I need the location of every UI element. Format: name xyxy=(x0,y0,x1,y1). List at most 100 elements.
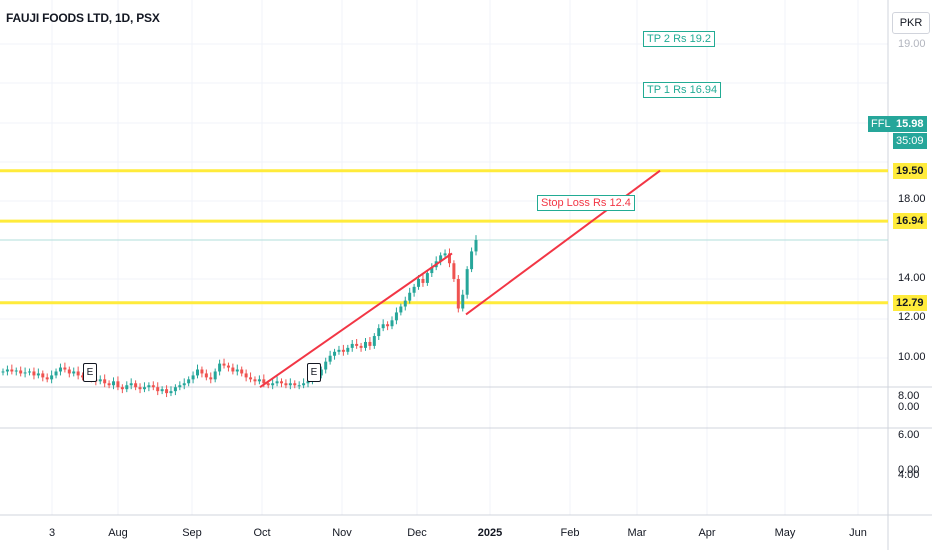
candle xyxy=(337,349,341,352)
candle xyxy=(147,385,151,388)
candle xyxy=(279,381,283,384)
candle xyxy=(116,381,120,388)
candle xyxy=(200,369,204,374)
candle xyxy=(386,324,390,327)
candle xyxy=(32,371,36,376)
candle xyxy=(430,267,434,274)
candle xyxy=(81,375,85,378)
last-price-countdown: 35:09 xyxy=(893,133,927,149)
earnings-marker[interactable]: E xyxy=(307,363,321,382)
candle xyxy=(275,381,279,384)
candle xyxy=(204,373,208,378)
candle xyxy=(293,383,297,386)
candle xyxy=(328,355,332,362)
candle xyxy=(372,336,376,346)
candle xyxy=(125,385,129,390)
stop-loss-annotation[interactable]: Stop Loss Rs 12.4 xyxy=(537,195,635,211)
candle xyxy=(142,387,146,390)
time-axis-tick: Aug xyxy=(108,527,128,539)
candle xyxy=(474,240,478,252)
candle xyxy=(443,253,447,256)
candle xyxy=(408,292,412,301)
candle xyxy=(399,306,403,313)
candle xyxy=(461,294,465,309)
candle xyxy=(249,377,253,380)
time-axis-tick: Nov xyxy=(332,527,352,539)
price-axis-tick: 4.00 xyxy=(898,468,920,481)
indicator-axis-tick: 0.00 xyxy=(898,401,920,413)
candle xyxy=(28,371,32,373)
candle xyxy=(222,363,226,366)
candle xyxy=(231,367,235,372)
price-axis-tick: 8.00 xyxy=(898,390,920,403)
candle xyxy=(173,387,177,392)
currency-button[interactable]: PKR xyxy=(892,12,930,34)
level-price-tag: 19.50 xyxy=(893,162,927,179)
candle xyxy=(107,383,111,386)
candle xyxy=(103,379,107,384)
candle xyxy=(178,385,182,388)
time-axis-tick: 2025 xyxy=(477,527,503,539)
candle xyxy=(266,383,270,386)
candle xyxy=(191,375,195,380)
trend-line xyxy=(465,169,661,316)
candle xyxy=(447,253,451,264)
time-axis-tick: Dec xyxy=(407,527,427,539)
candle xyxy=(67,369,71,374)
price-axis-tick: 18.00 xyxy=(898,193,926,206)
candle xyxy=(134,383,138,388)
candle xyxy=(302,383,306,386)
trend-line xyxy=(259,252,453,389)
price-axis-tick: 12.00 xyxy=(898,311,926,324)
candle xyxy=(368,341,372,346)
candle xyxy=(112,381,116,386)
level-price-tag: 16.94 xyxy=(893,213,927,230)
candle xyxy=(271,383,275,386)
level-price-tag: 12.79 xyxy=(893,294,927,311)
candle xyxy=(355,343,359,346)
candle xyxy=(381,324,385,329)
earnings-marker[interactable]: E xyxy=(83,363,97,382)
candle xyxy=(76,371,80,376)
candle xyxy=(439,255,443,262)
candle xyxy=(213,371,217,380)
candle xyxy=(156,387,160,392)
candle xyxy=(209,377,213,380)
candle xyxy=(169,391,173,394)
time-axis-tick: Feb xyxy=(560,527,580,539)
candle xyxy=(394,312,398,321)
candle xyxy=(23,372,27,374)
chart-title: FAUJI FOODS LTD, 1D, PSX xyxy=(6,11,160,25)
candle xyxy=(19,370,23,374)
indicator-axis-tick: 0.00 xyxy=(898,464,920,476)
candle xyxy=(324,361,328,370)
candle xyxy=(333,351,337,356)
candle xyxy=(196,369,200,376)
candle xyxy=(319,369,323,376)
candle xyxy=(5,369,9,372)
candle xyxy=(98,379,102,382)
last-price-symbol: FFL xyxy=(868,116,894,132)
candle xyxy=(182,383,186,386)
tp1-annotation[interactable]: TP 1 Rs 16.94 xyxy=(643,82,722,98)
candle xyxy=(218,363,222,372)
candle xyxy=(50,375,54,380)
candle xyxy=(341,349,345,352)
candle xyxy=(257,379,261,382)
price-axis-tick-partial: 19.00 xyxy=(898,38,926,50)
candle xyxy=(403,300,407,307)
time-axis-tick: Oct xyxy=(253,527,271,539)
time-axis-tick: Sep xyxy=(182,527,202,539)
candle xyxy=(297,385,301,387)
candle xyxy=(151,385,155,388)
time-axis-tick: May xyxy=(774,527,796,539)
candle xyxy=(470,251,474,270)
candle xyxy=(390,320,394,327)
candle xyxy=(244,373,248,378)
price-axis-tick: 6.00 xyxy=(898,429,920,442)
tp2-annotation[interactable]: TP 2 Rs 19.2 xyxy=(643,31,715,47)
candle xyxy=(425,273,429,283)
candle xyxy=(129,383,133,386)
price-axis-tick: 14.00 xyxy=(898,271,926,284)
